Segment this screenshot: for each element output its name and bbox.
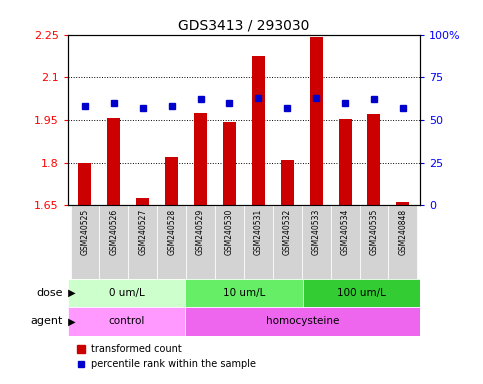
Bar (157, 205, 186, 279)
Text: control: control (108, 316, 144, 326)
Bar (368, 114, 381, 205)
Bar (244, 205, 273, 279)
Bar (397, 202, 410, 205)
Text: GSM240530: GSM240530 (225, 209, 234, 255)
Bar (71, 205, 99, 279)
Bar (68, 307, 185, 336)
Bar (185, 307, 420, 336)
Text: agent: agent (30, 316, 63, 326)
Bar (223, 122, 236, 205)
Text: GSM240529: GSM240529 (196, 209, 205, 255)
Bar (107, 118, 120, 205)
Bar (136, 198, 149, 205)
Text: GSM240525: GSM240525 (81, 209, 89, 255)
Text: 10 um/L: 10 um/L (223, 288, 265, 298)
Text: GSM240532: GSM240532 (283, 209, 292, 255)
Bar (273, 205, 302, 279)
Bar (252, 56, 265, 205)
Bar (99, 205, 128, 279)
Text: GSM240528: GSM240528 (167, 209, 176, 255)
Text: GSM240527: GSM240527 (138, 209, 147, 255)
Text: GSM240535: GSM240535 (369, 209, 379, 255)
Text: 100 um/L: 100 um/L (337, 288, 386, 298)
Bar (303, 279, 420, 307)
Text: GSM240526: GSM240526 (109, 209, 118, 255)
Bar (194, 113, 207, 205)
Bar (186, 205, 215, 279)
Text: GSM240848: GSM240848 (398, 209, 407, 255)
Text: GSM240534: GSM240534 (341, 209, 350, 255)
Bar (185, 279, 303, 307)
Bar (302, 205, 331, 279)
Bar (281, 161, 294, 205)
Title: GDS3413 / 293030: GDS3413 / 293030 (178, 18, 310, 32)
Text: GSM240533: GSM240533 (312, 209, 321, 255)
Bar (128, 205, 157, 279)
Bar (359, 205, 388, 279)
Text: ▶: ▶ (65, 316, 76, 326)
Bar (215, 205, 244, 279)
Bar (165, 157, 178, 205)
Text: 0 um/L: 0 um/L (109, 288, 144, 298)
Bar (310, 37, 323, 205)
Bar (68, 279, 185, 307)
Text: ▶: ▶ (65, 288, 76, 298)
Bar (388, 205, 417, 279)
Bar (78, 163, 91, 205)
Text: homocysteine: homocysteine (266, 316, 340, 326)
Legend: transformed count, percentile rank within the sample: transformed count, percentile rank withi… (72, 341, 260, 373)
Text: dose: dose (36, 288, 63, 298)
Bar (331, 205, 359, 279)
Text: GSM240531: GSM240531 (254, 209, 263, 255)
Bar (339, 119, 352, 205)
